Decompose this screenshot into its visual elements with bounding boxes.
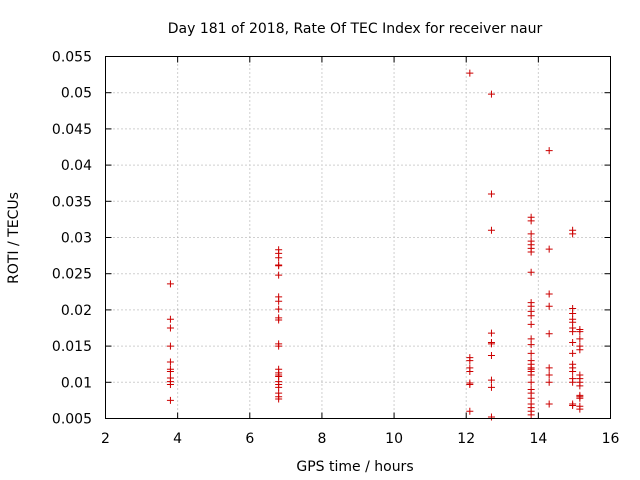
data-point (569, 367, 577, 375)
x-tick-labels: 2 4 6 8 10 12 14 16 (101, 431, 619, 447)
data-point (487, 413, 495, 421)
data-point (275, 254, 283, 262)
y-tick-label: 0.02 (61, 303, 92, 319)
data-point (569, 338, 577, 346)
data-point (487, 190, 495, 198)
data-point (527, 268, 535, 276)
data-point (487, 376, 495, 384)
data-point (527, 341, 535, 349)
x-tick-label: 16 (602, 431, 620, 447)
y-tick-label: 0.005 (52, 412, 92, 428)
data-point (166, 380, 174, 388)
data-point (166, 342, 174, 350)
data-point (545, 147, 553, 155)
data-point (275, 316, 283, 324)
y-tick-label: 0.04 (61, 158, 92, 174)
data-points (166, 69, 584, 421)
x-tick-label: 4 (173, 431, 182, 447)
x-tick-label: 8 (317, 431, 326, 447)
y-tick-label: 0.025 (52, 267, 92, 283)
data-point (487, 352, 495, 360)
y-tick-label: 0.03 (61, 231, 92, 247)
data-point (275, 271, 283, 279)
data-point (545, 245, 553, 253)
x-tick-label: 2 (101, 431, 110, 447)
data-point (576, 382, 584, 390)
data-point (527, 411, 535, 419)
x-axis-label: GPS time / hours (296, 459, 413, 475)
data-point (545, 364, 553, 372)
data-point (527, 320, 535, 328)
data-point (466, 367, 474, 375)
data-point (569, 349, 577, 357)
data-point (569, 230, 577, 238)
data-point (166, 280, 174, 288)
data-point (569, 328, 577, 336)
plot-frame (105, 56, 611, 419)
data-point (275, 395, 283, 403)
data-point (466, 380, 474, 388)
data-point (466, 69, 474, 77)
data-point (569, 378, 577, 386)
data-point (466, 407, 474, 415)
data-point (545, 400, 553, 408)
data-point (527, 248, 535, 256)
data-point (545, 302, 553, 310)
x-tick-label: 14 (529, 431, 547, 447)
x-tick-label: 10 (385, 431, 403, 447)
y-axis-label: ROTI / TECUs (6, 192, 22, 284)
data-point (545, 371, 553, 379)
data-point (527, 371, 535, 379)
data-point (166, 367, 174, 375)
y-tick-label: 0.01 (61, 375, 92, 391)
data-point (166, 396, 174, 404)
data-point (487, 383, 495, 391)
y-tick-label: 0.045 (52, 122, 92, 138)
data-point (275, 342, 283, 350)
data-point (527, 312, 535, 320)
chart-title: Day 181 of 2018, Rate Of TEC Index for r… (168, 21, 543, 37)
data-point (527, 230, 535, 238)
data-point (545, 290, 553, 298)
data-point (166, 315, 174, 323)
data-point (275, 305, 283, 313)
y-tick-label: 0.055 (52, 50, 92, 66)
y-tick-label: 0.05 (61, 86, 92, 102)
data-point (545, 330, 553, 338)
data-point (576, 346, 584, 354)
data-point (576, 335, 584, 343)
data-point (545, 378, 553, 386)
data-point (569, 401, 577, 409)
data-point (527, 217, 535, 225)
data-point (527, 349, 535, 357)
data-point (576, 394, 584, 402)
data-point (275, 262, 283, 270)
data-point (487, 90, 495, 98)
grid-layer (105, 56, 611, 419)
data-point (576, 328, 584, 336)
data-point (166, 324, 174, 332)
x-tick-label: 12 (457, 431, 475, 447)
data-point (487, 340, 495, 348)
y-tick-labels: 0.005 0.01 0.015 0.02 0.025 0.03 0.035 0.04 0.04… (52, 50, 92, 428)
data-point (466, 357, 474, 365)
x-tick-label: 6 (245, 431, 254, 447)
y-tick-label: 0.015 (52, 339, 92, 355)
data-point (576, 405, 584, 413)
data-point (487, 329, 495, 337)
data-point (487, 226, 495, 234)
data-point (527, 378, 535, 386)
data-point (275, 297, 283, 305)
y-tick-label: 0.035 (52, 194, 92, 210)
data-point (166, 358, 174, 366)
